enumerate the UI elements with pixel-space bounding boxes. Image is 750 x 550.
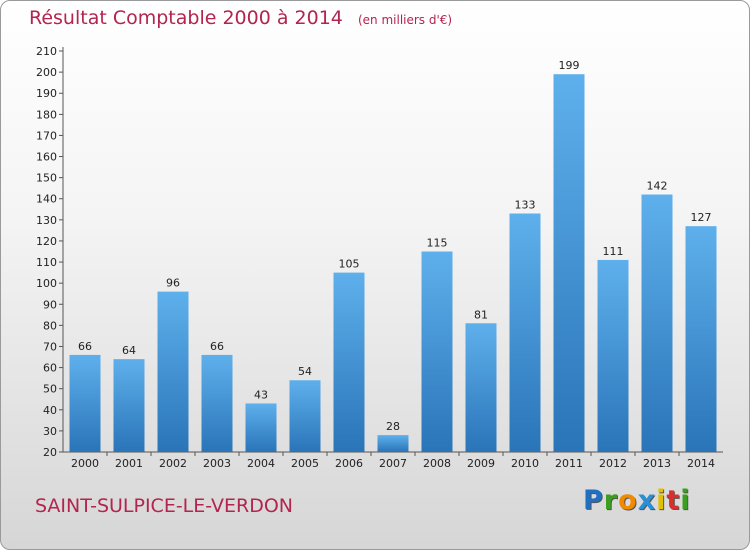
data-label: 142: [647, 180, 668, 193]
y-tick-label: 50: [43, 383, 57, 396]
bar: [289, 380, 321, 452]
y-tick-label: 40: [43, 404, 57, 417]
x-tick-label: 2011: [555, 457, 583, 470]
bar: [69, 354, 101, 452]
data-label: 66: [78, 340, 92, 353]
logo-letter: r: [603, 485, 619, 516]
x-tick-label: 2001: [115, 457, 143, 470]
data-label: 81: [474, 308, 488, 321]
y-tick-label: 90: [43, 298, 57, 311]
x-tick-label: 2013: [643, 457, 671, 470]
x-tick-label: 2009: [467, 457, 495, 470]
y-tick-label: 140: [36, 193, 57, 206]
data-labels: 66 64 96 66 43 54 105 28 115 81 133 199 111 142 127: [78, 59, 712, 433]
y-tick-label: 170: [36, 129, 57, 142]
x-tick-label: 2004: [247, 457, 275, 470]
data-label: 133: [515, 199, 536, 212]
bar: [245, 403, 277, 452]
data-label: 199: [559, 59, 580, 72]
data-label: 127: [691, 211, 712, 224]
bar: [685, 226, 717, 452]
data-label: 111: [603, 245, 624, 258]
data-label: 28: [386, 420, 400, 433]
data-label: 115: [427, 237, 448, 250]
x-tick-label: 2010: [511, 457, 539, 470]
data-label: 54: [298, 365, 312, 378]
bar: [333, 272, 365, 452]
bar: [597, 259, 629, 452]
bar: [465, 323, 497, 452]
y-tick-label: 20: [43, 446, 57, 459]
x-tick-label: 2002: [159, 457, 187, 470]
bar: [641, 194, 673, 452]
proxiti-logo[interactable]: Proxiti: [583, 485, 691, 516]
commune-name: SAINT-SULPICE-LE-VERDON: [35, 495, 294, 517]
bar: [421, 251, 453, 452]
data-label: 43: [254, 388, 268, 401]
x-tick-label: 2005: [291, 457, 319, 470]
y-tick-label: 60: [43, 362, 57, 375]
bar: [201, 354, 233, 452]
bar: [157, 291, 189, 452]
data-label: 64: [122, 344, 136, 357]
x-tick-label: 2006: [335, 457, 363, 470]
bars: [69, 74, 717, 452]
y-tick-label: 200: [36, 66, 57, 79]
x-tick-label: 2014: [687, 457, 715, 470]
x-tick-label: 2008: [423, 457, 451, 470]
title-text: Résultat Comptable 2000 à 2014: [29, 7, 343, 29]
data-label: 105: [339, 258, 360, 271]
y-tick-label: 190: [36, 87, 57, 100]
bar: [377, 435, 409, 452]
x-tick-label: 2012: [599, 457, 627, 470]
x-tick-label: 2000: [71, 457, 99, 470]
chart-title: Résultat Comptable 2000 à 2014 (en milli…: [29, 7, 452, 29]
logo-letter: i: [680, 485, 691, 516]
y-tick-label: 120: [36, 235, 57, 248]
y-tick-label: 130: [36, 214, 57, 227]
unit-note: (en milliers d'€): [357, 13, 453, 27]
y-tick-label: 100: [36, 277, 57, 290]
y-tick-label: 110: [36, 256, 57, 269]
x-tick-label: 2007: [379, 457, 407, 470]
y-tick-labels: 20 30 40 50 60 70 80 90 100 110 120 130 140 150 160 170…: [36, 45, 57, 459]
bar: [509, 213, 541, 452]
logo-letter: o: [618, 485, 638, 516]
y-tick-label: 180: [36, 108, 57, 121]
y-tick-label: 160: [36, 151, 57, 164]
bar: [113, 359, 145, 452]
logo-letter: t: [666, 485, 681, 516]
x-tick-label: 2003: [203, 457, 231, 470]
y-tick-label: 150: [36, 172, 57, 185]
y-tick-label: 70: [43, 340, 57, 353]
data-label: 96: [166, 277, 180, 290]
logo-letter: P: [583, 485, 604, 516]
logo-letter: i: [656, 485, 667, 516]
logo-letter: x: [637, 485, 657, 516]
y-tick-label: 210: [36, 45, 57, 58]
bar: [553, 74, 585, 452]
y-tick-label: 30: [43, 425, 57, 438]
y-tick-label: 80: [43, 319, 57, 332]
data-label: 66: [210, 340, 224, 353]
x-tick-labels: 2000 2001 2002 2003 2004 2005 2006 2007 2008 2009…: [71, 457, 715, 470]
